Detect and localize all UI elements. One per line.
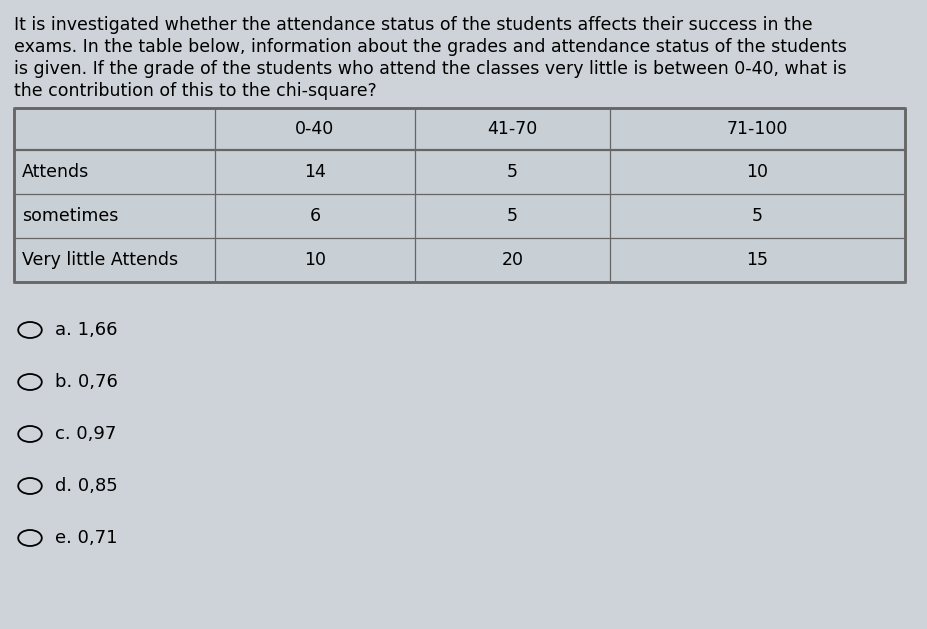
Text: the contribution of this to the chi-square?: the contribution of this to the chi-squa… [14, 82, 376, 100]
Text: Very little Attends: Very little Attends [22, 251, 178, 269]
Text: c. 0,97: c. 0,97 [55, 425, 117, 443]
Text: e. 0,71: e. 0,71 [55, 529, 118, 547]
Text: 71-100: 71-100 [727, 120, 788, 138]
Text: It is investigated whether the attendance status of the students affects their s: It is investigated whether the attendanc… [14, 16, 813, 34]
Text: d. 0,85: d. 0,85 [55, 477, 118, 495]
Bar [14, 108, 905, 282]
Text: 20: 20 [502, 251, 524, 269]
Text: 5: 5 [507, 207, 518, 225]
Text: 0-40: 0-40 [296, 120, 335, 138]
Text: 10: 10 [746, 163, 768, 181]
Text: 14: 14 [304, 163, 326, 181]
Text: 15: 15 [746, 251, 768, 269]
Text: a. 1,66: a. 1,66 [55, 321, 118, 339]
Text: 5: 5 [752, 207, 763, 225]
Bar [14, 108, 905, 282]
Text: 5: 5 [507, 163, 518, 181]
Text: 10: 10 [304, 251, 326, 269]
Text: exams. In the table below, information about the grades and attendance status of: exams. In the table below, information a… [14, 38, 847, 56]
Text: is given. If the grade of the students who attend the classes very little is bet: is given. If the grade of the students w… [14, 60, 846, 78]
Text: b. 0,76: b. 0,76 [55, 373, 118, 391]
Text: 6: 6 [310, 207, 321, 225]
Text: sometimes: sometimes [22, 207, 119, 225]
Text: Attends: Attends [22, 163, 89, 181]
Text: 41-70: 41-70 [488, 120, 538, 138]
